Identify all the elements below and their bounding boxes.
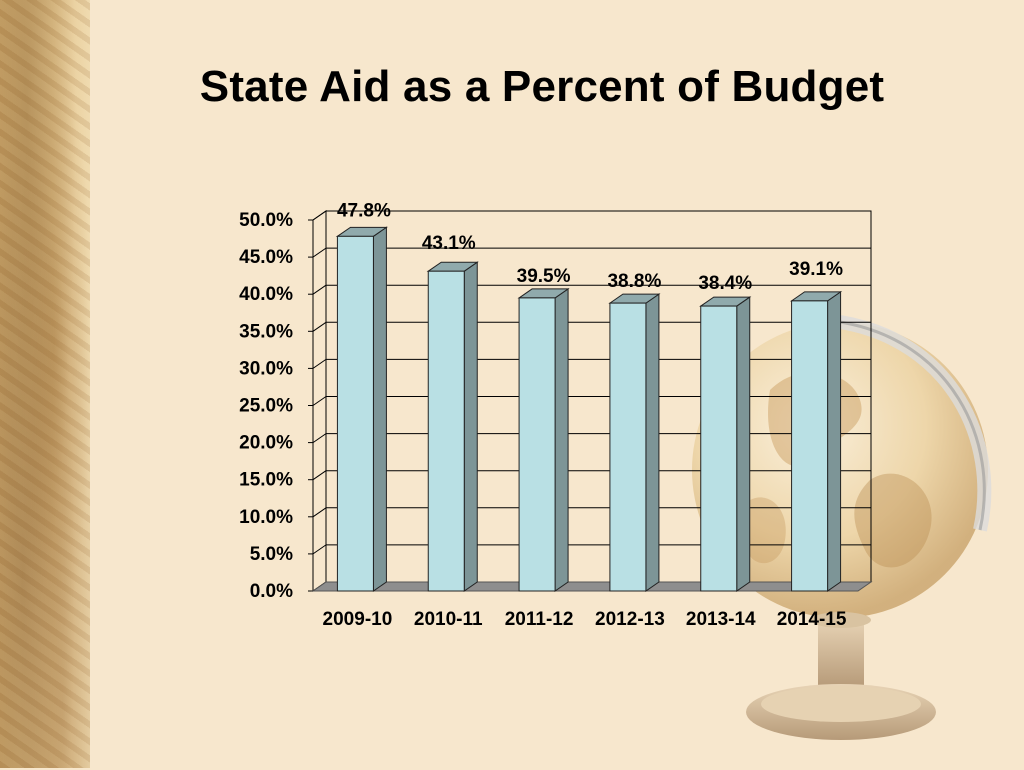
gridline-depth: [312, 284, 327, 295]
data-label: 39.1%: [789, 259, 843, 280]
bar-side: [554, 287, 569, 592]
data-label: 43.1%: [422, 233, 476, 254]
y-tick-label: 15.0%: [239, 470, 293, 491]
gridline-depth: [312, 358, 327, 369]
data-label: 38.4%: [698, 273, 752, 294]
y-tick-label: 25.0%: [239, 396, 293, 417]
y-tick-label: 30.0%: [239, 358, 293, 379]
gridline-depth: [312, 247, 327, 258]
y-tick-label: 35.0%: [239, 321, 293, 342]
y-tick-label: 50.0%: [239, 210, 293, 231]
gridline-depth: [312, 321, 327, 332]
bar: [609, 302, 647, 592]
bar-side: [827, 290, 842, 592]
data-label: 38.8%: [607, 271, 661, 292]
gridline-depth: [312, 507, 327, 518]
data-label: 47.8%: [337, 200, 391, 221]
plot-floor: [311, 581, 873, 592]
bar-side: [372, 226, 387, 592]
bar-side: [736, 296, 751, 592]
x-tick-label: 2009-10: [323, 609, 393, 630]
x-tick-label: 2010-11: [414, 609, 483, 630]
gridline-depth: [312, 433, 327, 444]
y-tick-label: 45.0%: [239, 247, 293, 268]
y-tick-label: 0.0%: [250, 581, 293, 602]
y-tick-label: 20.0%: [239, 433, 293, 454]
bar-side: [463, 261, 478, 592]
bar-side: [645, 293, 660, 592]
gridline-depth: [312, 210, 327, 221]
x-tick-label: 2011-12: [505, 609, 574, 630]
y-tick-label: 40.0%: [239, 284, 293, 305]
x-tick-label: 2012-13: [595, 609, 665, 630]
gridline-depth: [312, 544, 327, 555]
x-tick-label: 2014-15: [777, 609, 847, 630]
y-tick-label: 5.0%: [250, 544, 293, 565]
data-label: 39.5%: [517, 266, 571, 287]
gridline-depth: [312, 396, 327, 406]
bar: [427, 270, 465, 592]
bar: [518, 297, 556, 592]
bar: [791, 300, 829, 592]
bar: [336, 235, 374, 592]
decorative-map-strip: [0, 0, 90, 768]
bar: [700, 305, 738, 592]
x-tick-label: 2013-14: [686, 609, 756, 630]
y-tick-label: 10.0%: [239, 507, 293, 528]
gridline-depth: [312, 470, 327, 481]
slide-title: State Aid as a Percent of Budget: [199, 62, 885, 111]
